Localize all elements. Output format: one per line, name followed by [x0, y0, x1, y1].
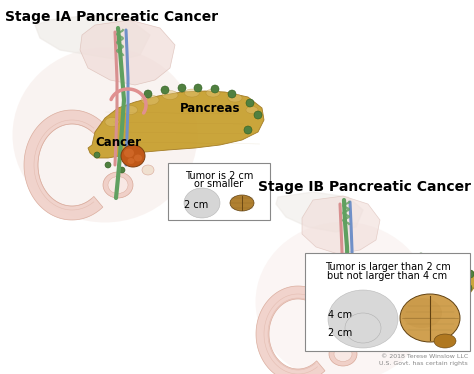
- Text: 2 cm: 2 cm: [328, 328, 352, 338]
- Polygon shape: [313, 260, 474, 324]
- Ellipse shape: [400, 294, 460, 342]
- Polygon shape: [88, 91, 264, 158]
- Text: Cancer: Cancer: [95, 135, 141, 148]
- Ellipse shape: [124, 148, 134, 157]
- Ellipse shape: [345, 313, 381, 343]
- Ellipse shape: [466, 270, 474, 278]
- Ellipse shape: [121, 145, 145, 167]
- Text: Tumor is 2 cm: Tumor is 2 cm: [185, 171, 253, 181]
- Ellipse shape: [134, 154, 142, 162]
- Ellipse shape: [228, 94, 242, 102]
- Ellipse shape: [254, 111, 262, 119]
- Ellipse shape: [103, 172, 133, 198]
- Ellipse shape: [108, 177, 128, 193]
- Ellipse shape: [162, 91, 178, 99]
- Ellipse shape: [461, 273, 472, 280]
- Ellipse shape: [454, 259, 462, 267]
- Ellipse shape: [178, 84, 186, 92]
- Ellipse shape: [122, 105, 137, 114]
- Ellipse shape: [364, 260, 372, 268]
- Polygon shape: [302, 196, 380, 254]
- Ellipse shape: [336, 316, 350, 328]
- Polygon shape: [24, 110, 103, 220]
- Ellipse shape: [144, 90, 152, 98]
- Ellipse shape: [244, 126, 252, 134]
- Text: Pancreas: Pancreas: [180, 101, 240, 114]
- Ellipse shape: [141, 95, 159, 105]
- Polygon shape: [276, 192, 363, 232]
- Ellipse shape: [211, 85, 219, 93]
- Ellipse shape: [184, 188, 220, 218]
- Ellipse shape: [434, 334, 456, 348]
- Ellipse shape: [142, 165, 154, 175]
- Text: Stage IA Pancreatic Cancer: Stage IA Pancreatic Cancer: [5, 10, 219, 24]
- Ellipse shape: [340, 331, 349, 337]
- Ellipse shape: [246, 99, 254, 107]
- Ellipse shape: [230, 195, 254, 211]
- Ellipse shape: [128, 158, 135, 164]
- Ellipse shape: [441, 263, 455, 270]
- Ellipse shape: [379, 261, 393, 269]
- Ellipse shape: [334, 346, 352, 362]
- Ellipse shape: [161, 86, 169, 94]
- Ellipse shape: [329, 342, 357, 366]
- Text: 4 cm: 4 cm: [328, 310, 352, 320]
- Ellipse shape: [358, 266, 374, 275]
- Ellipse shape: [228, 90, 236, 98]
- Polygon shape: [256, 286, 325, 374]
- Ellipse shape: [359, 334, 373, 346]
- Polygon shape: [80, 20, 175, 85]
- FancyBboxPatch shape: [168, 163, 270, 220]
- FancyBboxPatch shape: [305, 253, 470, 351]
- Ellipse shape: [400, 260, 412, 267]
- Text: Tumor is larger than 2 cm: Tumor is larger than 2 cm: [325, 262, 450, 272]
- Ellipse shape: [331, 282, 345, 290]
- Ellipse shape: [402, 298, 442, 328]
- Polygon shape: [35, 15, 150, 60]
- Ellipse shape: [255, 222, 430, 374]
- Ellipse shape: [184, 89, 200, 97]
- Ellipse shape: [350, 325, 360, 334]
- Text: or smaller: or smaller: [194, 179, 244, 189]
- Ellipse shape: [319, 317, 325, 323]
- Ellipse shape: [12, 47, 198, 223]
- Ellipse shape: [382, 255, 390, 263]
- Ellipse shape: [105, 117, 119, 126]
- Text: © 2018 Terese Winslow LLC: © 2018 Terese Winslow LLC: [381, 354, 468, 359]
- Ellipse shape: [419, 260, 432, 267]
- Text: 2 cm: 2 cm: [184, 200, 208, 210]
- Text: but not larger than 4 cm: but not larger than 4 cm: [328, 271, 447, 281]
- Ellipse shape: [417, 253, 425, 261]
- Text: Stage IB Pancreatic Cancer: Stage IB Pancreatic Cancer: [258, 180, 472, 194]
- Text: U.S. Govt. has certain rights: U.S. Govt. has certain rights: [379, 361, 468, 366]
- Ellipse shape: [94, 152, 100, 158]
- Ellipse shape: [332, 311, 364, 341]
- Ellipse shape: [206, 89, 220, 97]
- Ellipse shape: [246, 107, 258, 113]
- Ellipse shape: [194, 84, 202, 92]
- Ellipse shape: [119, 167, 125, 173]
- Ellipse shape: [464, 284, 472, 292]
- Ellipse shape: [436, 254, 444, 262]
- Ellipse shape: [328, 290, 398, 348]
- Ellipse shape: [399, 254, 407, 262]
- Ellipse shape: [105, 162, 111, 168]
- Ellipse shape: [329, 327, 335, 333]
